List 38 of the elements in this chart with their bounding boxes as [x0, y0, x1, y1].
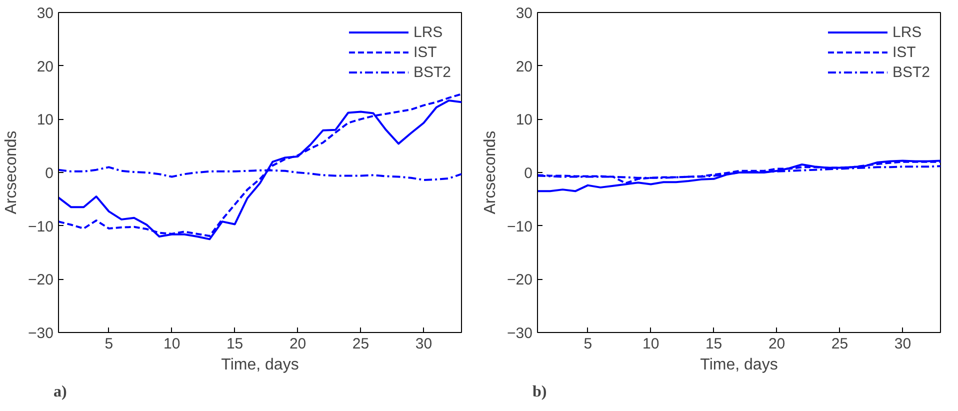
legend-label: IST — [892, 44, 916, 60]
x-tick-label: 15 — [226, 336, 244, 352]
y-axis-title: Arcseconds — [3, 130, 20, 214]
x-tick-label: 20 — [289, 336, 306, 352]
y-tick-label: 10 — [36, 112, 54, 129]
legend-label: BST2 — [892, 64, 930, 80]
y-tick-label: −30 — [507, 325, 533, 342]
y-tick-label: −10 — [28, 218, 54, 236]
x-tick-label: 25 — [831, 336, 848, 352]
y-tick-label: −10 — [507, 218, 533, 236]
x-axis-title: Time, days — [221, 356, 299, 374]
legend-label: BST2 — [413, 64, 451, 80]
y-tick-label: 30 — [516, 5, 533, 22]
legend-label: LRS — [413, 24, 443, 40]
y-tick-label: −30 — [28, 325, 54, 342]
x-tick-label: 20 — [768, 336, 786, 352]
legend-label: IST — [413, 44, 437, 60]
legend-label: LRS — [892, 24, 922, 40]
x-tick-label: 10 — [642, 336, 660, 352]
x-tick-label: 15 — [705, 336, 722, 352]
x-tick-label: 30 — [894, 336, 912, 352]
y-tick-label: 10 — [516, 112, 533, 129]
y-axis-title: Arcseconds — [482, 130, 500, 214]
text: a) — [54, 384, 67, 400]
y-tick-label: 0 — [45, 165, 54, 182]
x-axis-title: Time, days — [700, 356, 778, 374]
y-tick-label: 30 — [36, 5, 54, 22]
x-tick-label: 25 — [352, 336, 370, 352]
x-tick-label: 10 — [164, 336, 180, 352]
x-tick-label: 30 — [415, 336, 432, 352]
y-tick-label: 20 — [516, 58, 533, 76]
y-tick-label: 0 — [524, 165, 532, 182]
y-tick-label: −20 — [28, 272, 54, 289]
x-tick-label: 5 — [584, 336, 592, 352]
y-tick-label: −20 — [507, 272, 533, 289]
x-tick-label: 5 — [104, 336, 114, 352]
y-tick-label: 20 — [36, 58, 54, 76]
text: b) — [532, 384, 547, 400]
